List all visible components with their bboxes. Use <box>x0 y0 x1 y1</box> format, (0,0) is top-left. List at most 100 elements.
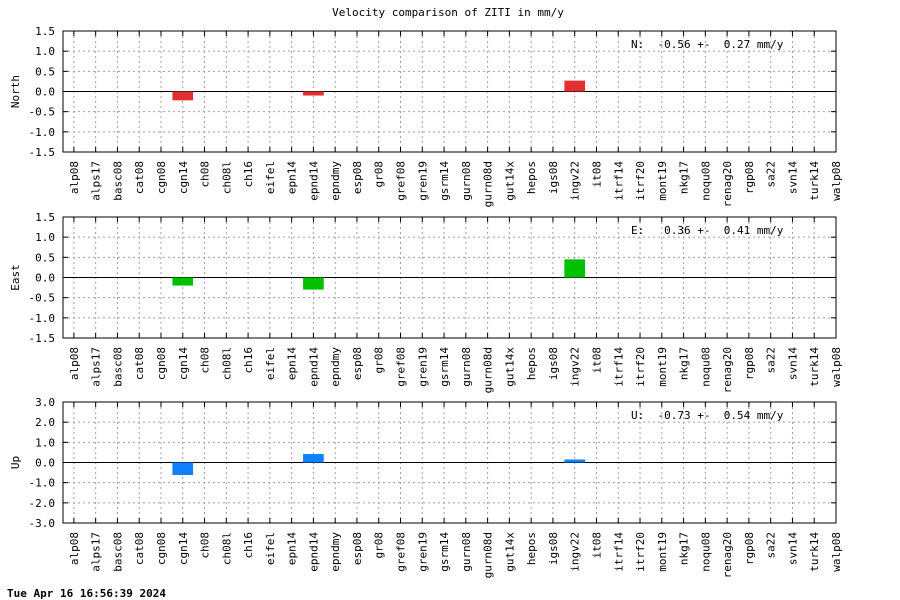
x-tick-label: mont19 <box>656 161 669 201</box>
chart-panels: 1.5 1.0 0.5 0.0 -0.5 -1.0 -1.5 alp08 alps17 basc0… <box>9 25 843 578</box>
x-tick-label: epndmy <box>329 532 342 572</box>
x-tick-label: gut14x <box>503 161 516 201</box>
x-tick-label: walp08 <box>830 532 843 572</box>
x-tick-label: gurn08 <box>460 532 473 572</box>
x-tick-label: turk14 <box>808 532 821 572</box>
x-tick-label: mont19 <box>656 347 669 387</box>
y-tick-label: 0.5 <box>35 251 55 264</box>
x-tick-label: gr08 <box>373 532 386 559</box>
x-tick-label: sa22 <box>765 161 778 188</box>
x-tick-label: alps17 <box>90 532 103 572</box>
x-tick-label: ch08 <box>199 347 212 374</box>
y-tick-label: 0.0 <box>35 86 55 99</box>
x-tick-label: noqu08 <box>699 532 712 572</box>
y-tick-label: 1.0 <box>35 436 55 449</box>
x-tick-label: cat08 <box>133 532 146 565</box>
x-tick-label: renag20 <box>721 532 734 578</box>
x-tick-label: cgn14 <box>177 532 190 565</box>
x-tick-label: it08 <box>590 532 603 559</box>
y-tick-label: -1.0 <box>29 312 56 325</box>
x-tick-label: basc08 <box>111 161 124 201</box>
x-tick-label: hepos <box>525 161 538 194</box>
x-tick-label: gurn08d <box>482 532 495 578</box>
x-tick-label: renag20 <box>721 161 734 207</box>
bar-cgn14 <box>172 91 194 101</box>
x-tick-label: alp08 <box>68 532 81 565</box>
x-tick-label: itrf14 <box>612 532 625 572</box>
chart-title: Velocity comparison of ZITI in mm/y <box>332 6 564 19</box>
y-tick-label: -2.0 <box>29 497 56 510</box>
x-tick-label: rgp08 <box>743 161 756 194</box>
x-tick-label: gsrm14 <box>438 347 451 387</box>
x-tick-label: itrf14 <box>612 347 625 387</box>
x-tick-label: epn14 <box>286 532 299 565</box>
velocity-annotation: U: -0.73 +- 0.54 mm/y <box>631 409 784 422</box>
x-tick-label: gren19 <box>416 532 429 572</box>
x-tick-label: ch08l <box>220 161 233 194</box>
plot-frame <box>62 401 837 524</box>
x-tick-label: rgp08 <box>743 347 756 380</box>
y-axis-label: East <box>9 264 22 291</box>
velocity-annotation: E: 0.36 +- 0.41 mm/y <box>631 224 784 237</box>
y-tick-label: 3.0 <box>35 396 55 409</box>
x-tick-label: cgn14 <box>177 161 190 194</box>
x-tick-label: gut14x <box>503 347 516 387</box>
y-tick-label: 1.0 <box>35 45 55 58</box>
x-tick-label: epndmy <box>329 161 342 201</box>
bar-cgn14 <box>172 277 194 286</box>
y-tick-label: -1.5 <box>29 332 56 345</box>
x-tick-label: cgn08 <box>155 347 168 380</box>
x-tick-label: sa22 <box>765 532 778 559</box>
x-tick-label: epn14 <box>286 347 299 380</box>
x-tick-label: cat08 <box>133 161 146 194</box>
x-tick-label: alp08 <box>68 347 81 380</box>
bar-cgn14 <box>172 462 194 476</box>
x-tick-label: itrf20 <box>634 347 647 387</box>
x-tick-label: sa22 <box>765 347 778 374</box>
x-tick-label: esp08 <box>351 161 364 194</box>
x-tick-label: alps17 <box>90 347 103 387</box>
x-tick-label: gurn08d <box>482 161 495 207</box>
x-tick-label: itrf14 <box>612 161 625 201</box>
y-axis-label: North <box>9 75 22 108</box>
x-tick-label: epnd14 <box>307 161 320 201</box>
x-tick-label: rgp08 <box>743 532 756 565</box>
x-tick-label: mont19 <box>656 532 669 572</box>
x-tick-label: cgn08 <box>155 161 168 194</box>
y-tick-label: 0.0 <box>35 457 55 470</box>
y-tick-label: 0.0 <box>35 272 55 285</box>
x-tick-label: igs08 <box>547 161 560 194</box>
x-tick-label: walp08 <box>830 161 843 201</box>
x-tick-label: cat08 <box>133 347 146 380</box>
y-axis-label: Up <box>9 456 22 469</box>
x-tick-label: eifel <box>264 161 277 194</box>
bar-epnd14 <box>303 454 324 463</box>
y-tick-label: -1.0 <box>29 126 56 139</box>
x-tick-label: gref08 <box>395 161 408 201</box>
x-tick-label: hepos <box>525 347 538 380</box>
x-tick-label: ch08 <box>199 532 212 559</box>
x-tick-label: ch16 <box>242 532 255 559</box>
bar-ingv22 <box>564 80 586 92</box>
x-tick-label: ingv22 <box>569 532 582 572</box>
panel-north: 1.5 1.0 0.5 0.0 -0.5 -1.0 -1.5 alp08 alps17 basc0… <box>9 25 843 207</box>
x-tick-label: basc08 <box>111 532 124 572</box>
x-tick-label: ch16 <box>242 161 255 188</box>
x-tick-label: it08 <box>590 161 603 188</box>
x-tick-label: eifel <box>264 347 277 380</box>
x-tick-label: gurn08 <box>460 161 473 201</box>
y-tick-label: -1.0 <box>29 477 56 490</box>
x-tick-label: alps17 <box>90 161 103 201</box>
x-tick-label: nkg17 <box>678 532 691 565</box>
x-tick-label: epnd14 <box>307 532 320 572</box>
panel-up: 3.0 2.0 1.0 0.0 -1.0 -2.0 -3.0 alp08 alps17 basc0… <box>9 396 843 578</box>
x-tick-label: ch08l <box>220 347 233 380</box>
x-tick-label: ch16 <box>242 347 255 374</box>
y-tick-label: 1.5 <box>35 211 55 224</box>
x-tick-label: gren19 <box>416 347 429 387</box>
x-tick-label: gref08 <box>395 532 408 572</box>
x-tick-label: ch08 <box>199 161 212 188</box>
plot-frame <box>62 30 837 153</box>
x-tick-label: esp08 <box>351 347 364 380</box>
